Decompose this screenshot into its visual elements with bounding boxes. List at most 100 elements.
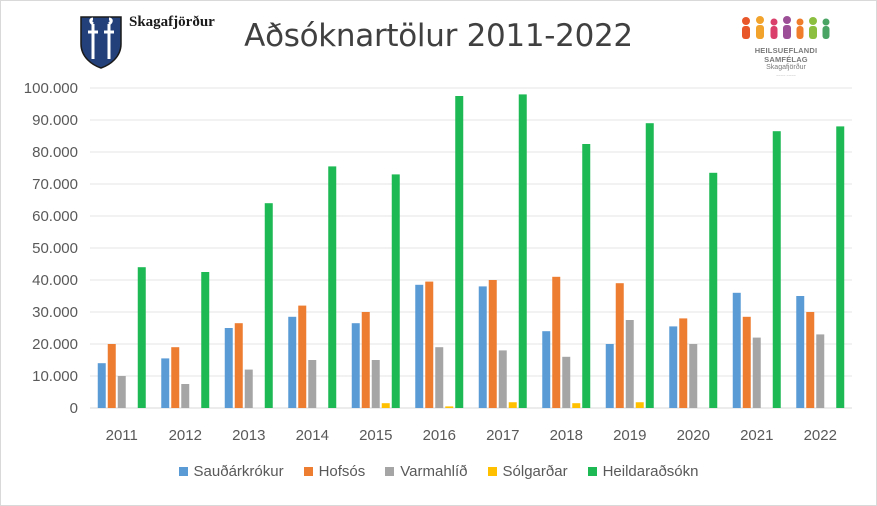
bar-2016-3 [445,406,454,408]
legend-item: Sauðárkrókur [178,463,284,480]
legend-swatch [303,467,313,476]
y-tick-label: 80.000 [32,144,78,161]
bar-2019-0 [605,344,614,408]
bar-2015-3 [381,403,390,408]
legend-label: Hofsós [318,463,366,480]
bar-2022-1 [806,312,815,408]
legend-label: Sauðárkrókur [193,463,284,480]
bar-2020-1 [679,318,688,408]
bar-2011-0 [97,363,106,408]
x-tick-label: 2013 [232,427,265,444]
y-tick-label: 100.000 [24,80,78,97]
brand-name: Skagafjörður [129,14,215,30]
legend-label: Heildaraðsókn [602,463,699,480]
legend-item: Sólgarðar [487,463,568,480]
bar-2021-1 [742,316,751,408]
y-tick-label: 20.000 [32,336,78,353]
legend-swatch [178,467,188,476]
bar-2022-4 [836,126,845,409]
y-tick-label: 10.000 [32,368,78,385]
x-tick-label: 2018 [550,427,583,444]
bar-2020-4 [709,172,718,408]
x-tick-label: 2017 [486,427,519,444]
bar-2016-0 [415,284,424,408]
bar-chart: 0 10.000 20.000 30.000 40.000 50.000 60.000 70.… [24,80,852,444]
bar-2014-1 [298,305,307,408]
y-tick-label: 30.000 [32,304,78,321]
y-tick-label: 0 [70,400,78,417]
bar-2013-2 [244,369,253,408]
x-tick-label: 2020 [677,427,710,444]
x-tick-label: 2011 [106,427,138,444]
legend-swatch [587,467,597,476]
y-tick-label: 40.000 [32,272,78,289]
bar-2020-0 [669,326,678,408]
bar-2012-2 [181,384,190,408]
legend-swatch [487,467,497,476]
x-tick-label: 2014 [296,427,329,444]
bar-2022-0 [796,296,805,408]
bar-2013-0 [224,328,233,408]
partner-name: HEILSUEFLANDI SAMFÉLAG [754,46,818,64]
bar-2017-0 [478,286,487,408]
bar-2018-0 [542,331,551,408]
bar-2018-1 [552,276,561,408]
bar-2015-0 [351,323,360,408]
bar-2021-2 [752,337,761,408]
bar-2016-2 [435,347,444,408]
coat-of-arms-icon [80,16,122,69]
bar-2016-4 [455,96,464,408]
x-tick-label: 2015 [359,427,392,444]
partner-logo: HEILSUEFLANDI SAMFÉLAG Skagafjörður ~~~~… [734,14,838,78]
page-title: Aðsóknartölur 2011-2022 [244,18,633,54]
bar-2012-1 [171,347,180,408]
legend-item: Varmahlíð [385,463,468,480]
bar-2020-2 [689,344,698,408]
legend: Sauðárkrókur Hofsós Varmahlíð Sólgarðar Heil… [0,463,877,480]
y-tick-label: 50.000 [32,240,78,257]
legend-label: Varmahlíð [400,463,468,480]
bar-2013-1 [234,323,243,408]
x-tick-label: 2016 [423,427,456,444]
legend-item: Heildaraðsókn [587,463,699,480]
bar-2017-3 [508,402,517,408]
bar-2011-4 [137,267,146,408]
legend-swatch [385,467,395,476]
bar-2017-1 [488,280,497,408]
bar-2017-2 [498,350,507,408]
bar-2019-4 [645,123,654,408]
bar-2022-2 [816,334,825,408]
x-tick-label: 2012 [169,427,202,444]
bar-2018-2 [562,356,571,408]
legend-label: Sólgarðar [502,463,568,480]
y-tick-label: 60.000 [32,208,78,225]
partner-sub: Skagafjörður [766,64,806,71]
y-tick-label: 70.000 [32,176,78,193]
bar-2019-3 [635,402,644,408]
bar-2019-1 [615,283,624,408]
bar-2015-4 [391,174,400,408]
bar-2021-4 [772,131,781,408]
bar-2015-2 [371,360,380,408]
bar-2015-1 [361,312,370,408]
bar-2013-4 [264,203,273,408]
x-tick-label: 2022 [804,427,837,444]
people-logo-icon [742,16,830,39]
bar-2011-2 [117,376,126,408]
bar-2014-0 [288,316,297,408]
bar-2019-2 [625,320,634,408]
y-tick-label: 90.000 [32,112,78,129]
x-tick-label: 2019 [613,427,646,444]
x-tick-label: 2021 [740,427,773,444]
bar-2021-0 [732,292,741,408]
bar-2011-1 [107,344,116,408]
bar-2018-3 [572,403,581,408]
bar-2014-2 [308,360,317,408]
bar-2018-4 [582,144,591,408]
bar-2012-4 [201,272,210,408]
bar-2017-4 [518,94,527,409]
bar-2016-1 [425,281,434,408]
legend-item: Hofsós [303,463,366,480]
bar-2012-0 [161,358,170,408]
